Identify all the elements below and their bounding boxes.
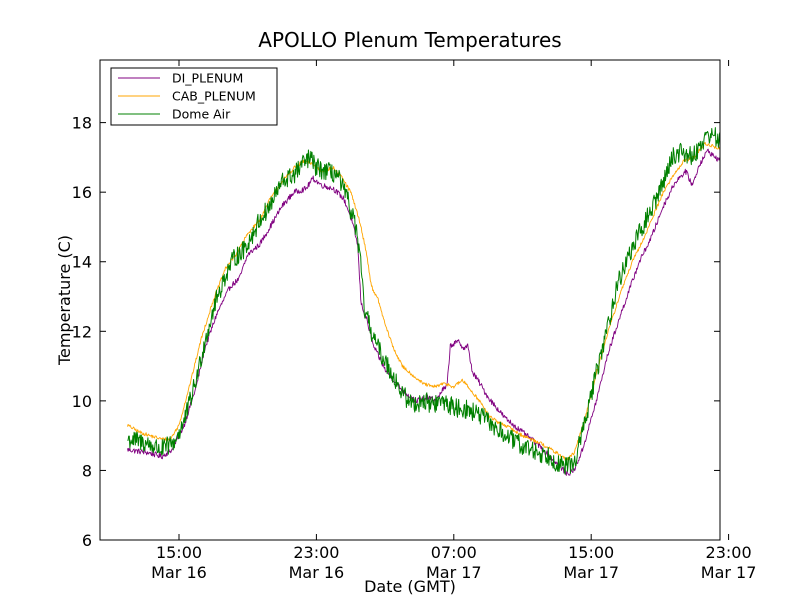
legend-label: CAB_PLENUM [172,89,256,104]
x-tick-date-label: Mar 17 [563,563,619,582]
x-tick-date-label: Mar 16 [151,563,207,582]
y-tick-label: 10 [72,392,92,411]
y-tick-label: 14 [72,253,92,272]
legend: DI_PLENUM CAB_PLENUM Dome Air [110,67,278,126]
x-tick-time-label: 23:00 [706,543,752,562]
y-tick-label: 16 [72,183,92,202]
x-tick-date-label: Mar 17 [701,563,757,582]
plot-frame [99,59,721,541]
y-tick-label: 8 [82,461,92,480]
y-tick-label: 6 [82,531,92,550]
x-axis-label: Date (GMT) [364,577,456,596]
series-line [127,148,720,476]
chart-title: APOLLO Plenum Temperatures [258,28,561,52]
x-tick-time-label: 07:00 [431,543,477,562]
x-tick-date-label: Mar 16 [289,563,345,582]
x-tick-time-label: 23:00 [293,543,339,562]
x-tick-time-label: 15:00 [156,543,202,562]
series-layer [127,127,720,476]
y-tick-label: 12 [72,322,92,341]
x-tick-time-label: 15:00 [568,543,614,562]
legend-label: Dome Air [172,107,231,122]
series-line [127,127,720,475]
legend-label: DI_PLENUM [172,71,243,86]
y-tick-label: 18 [72,114,92,133]
y-axis-label: Temperature (C) [55,235,74,366]
x-tick-date-label: Mar 17 [426,563,482,582]
series-line [127,142,720,461]
